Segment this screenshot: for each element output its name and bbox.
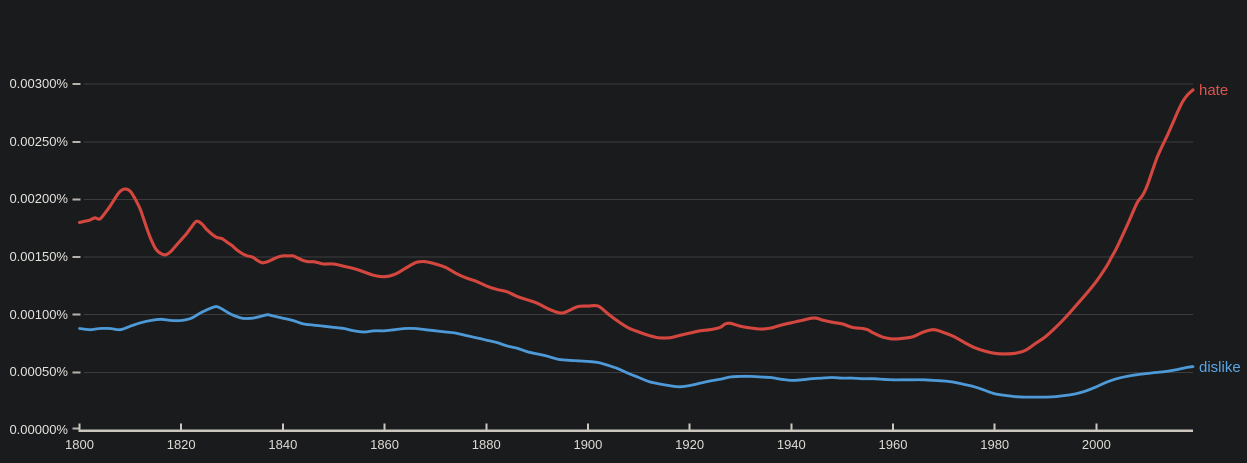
y-axis-label: 0.00250% (9, 133, 68, 149)
dislike-label[interactable]: dislike (1199, 358, 1241, 376)
y-axis-label: 0.00200% (9, 191, 68, 207)
hate-label[interactable]: hate (1199, 81, 1229, 99)
hate-line[interactable] (77, 88, 1195, 356)
dislike-line[interactable] (78, 305, 1195, 399)
x-axis-label: 1900 (573, 437, 603, 452)
x-axis-label: 1980 (980, 437, 1010, 452)
y-axis-label: 0.00050% (9, 364, 68, 380)
x-axis-label: 1920 (675, 437, 705, 452)
x-axis-label: 1860 (370, 437, 400, 452)
x-axis-label: 1880 (471, 437, 501, 452)
y-axis-label: 0.00150% (9, 249, 68, 265)
y-axis-label: 0.00300% (9, 76, 68, 92)
y-axis-label: 0.00000% (9, 422, 68, 437)
x-axis-label: 1840 (268, 437, 298, 452)
y-axis-label: 0.00100% (9, 306, 68, 322)
x-axis-label: 2000 (1081, 437, 1111, 452)
x-axis-label: 1800 (65, 437, 94, 452)
x-axis-label: 1940 (776, 437, 806, 452)
x-axis-label: 1960 (878, 437, 908, 452)
x-axis-label: 1820 (166, 437, 196, 452)
